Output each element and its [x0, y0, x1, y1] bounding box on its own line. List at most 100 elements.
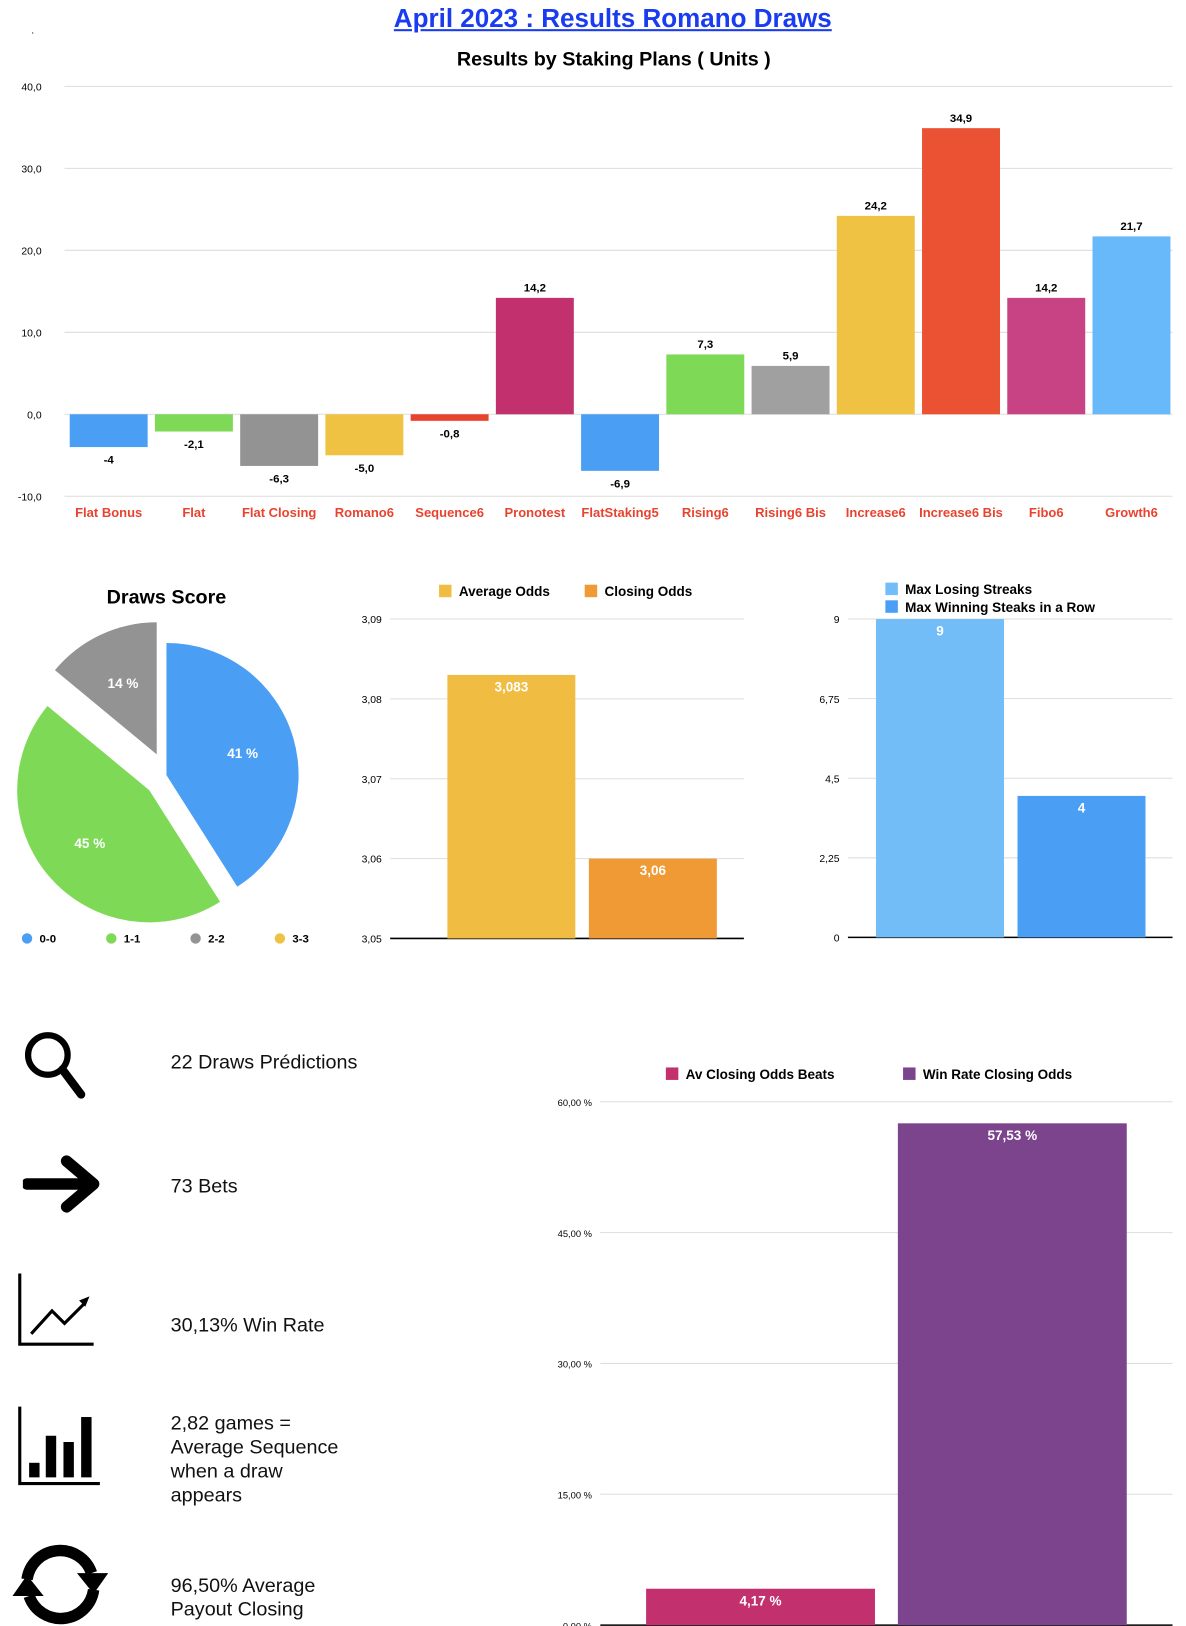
category-label: Fibo6	[1029, 505, 1064, 520]
closing-odds-chart: 0,00 % 15,00 % 30,00 % 45,00 % 60,00 % 4,17 %…	[558, 1067, 1173, 1626]
y-tick-label: -10,0	[18, 492, 42, 503]
category-label: Increase6 Bis	[919, 505, 1003, 520]
stat-predictions: 22 Draws Prédictions	[170, 1051, 358, 1074]
legend-label: 0-0	[40, 934, 57, 946]
staking-plans-chart: Results by Staking Plans ( Units ) -10,0 0…	[18, 49, 1173, 520]
legend-marker	[903, 1067, 916, 1080]
category-label: Sequence6	[415, 505, 484, 520]
chart-title: Results by Staking Plans ( Units )	[457, 49, 771, 71]
category-label: Pronotest	[505, 505, 566, 520]
legend-label: 3-3	[292, 934, 309, 946]
data-label: 7,3	[697, 339, 713, 351]
legend-label: Win Rate Closing Odds	[923, 1067, 1072, 1082]
stat-average-sequence: 2,82 games = Average Sequence when a dra…	[170, 1412, 339, 1507]
y-tick-label: 6,75	[819, 695, 839, 706]
legend-marker	[106, 933, 117, 944]
bar-chart-icon	[18, 1406, 100, 1486]
y-tick-label: 0,00 %	[563, 1621, 592, 1626]
y-tick-label: 3,06	[362, 855, 382, 866]
y-tick-label: 20,0	[21, 246, 41, 257]
bar-growth6	[1092, 236, 1171, 415]
y-tick-label: 9	[834, 615, 840, 626]
bar-flat	[154, 414, 233, 432]
bar-closing-odds	[588, 858, 717, 939]
pie-slice-0-0	[166, 642, 299, 887]
stat-average-payout: 96,50% Average Payout Closing	[170, 1575, 316, 1621]
y-tick-label: 3,05	[362, 935, 382, 946]
legend-marker	[439, 584, 452, 598]
y-tick-label: 40,0	[21, 83, 41, 94]
bar-flat-bonus	[69, 414, 148, 448]
category-label: Flat Bonus	[75, 505, 142, 520]
data-label: 14,2	[524, 283, 546, 295]
bar-romano6	[325, 414, 404, 456]
bar-av-closing-odds-beats	[646, 1588, 875, 1626]
pie-slice-2-2	[54, 622, 157, 755]
legend-label: Max Losing Streaks	[905, 582, 1032, 597]
y-tick-label: 3,07	[362, 775, 382, 786]
category-label: Flat	[182, 505, 206, 520]
bar-fibo6	[1007, 297, 1086, 415]
data-label: 24,2	[865, 201, 887, 213]
category-label: FlatStaking5	[581, 505, 658, 520]
bar-pronotest	[495, 297, 574, 415]
legend-label: 2-2	[208, 934, 225, 946]
bar-flat-closing	[240, 414, 319, 466]
data-label: -2,1	[184, 439, 204, 451]
y-tick-label: 60,00 %	[558, 1098, 592, 1108]
data-label: 34,9	[950, 113, 972, 125]
bar-rising6-bis	[751, 365, 830, 415]
data-label: 14,2	[1035, 283, 1057, 295]
data-label: -0,8	[440, 428, 460, 440]
data-label: 3,06	[640, 863, 667, 878]
odds-chart: 3,05 3,06 3,07 3,08 3,09 3,083 Average Odds 3,0…	[362, 584, 744, 946]
page-title[interactable]: April 2023 : Results Romano Draws	[393, 4, 832, 34]
legend-marker	[885, 600, 898, 613]
bar-sequence6	[410, 414, 489, 421]
y-tick-label: 45,00 %	[558, 1229, 592, 1239]
trend-chart-icon	[18, 1273, 94, 1346]
y-tick-label: 30,00 %	[558, 1360, 592, 1370]
slice-label: 41 %	[227, 746, 258, 761]
legend-label: Av Closing Odds Beats	[686, 1067, 835, 1082]
stat-win-rate: 30,13% Win Rate	[170, 1315, 325, 1337]
y-tick-label: 2,25	[819, 854, 839, 865]
bar-flatstaking5	[581, 414, 660, 471]
category-label: Increase6	[846, 505, 906, 520]
bar-win-rate-closing-odds	[897, 1123, 1127, 1626]
y-tick-label: 15,00 %	[558, 1490, 592, 1500]
data-label: 3,083	[494, 680, 528, 695]
data-label: -4	[104, 455, 115, 467]
category-label: Rising6	[682, 505, 729, 520]
data-label: -5,0	[355, 463, 375, 475]
category-label: Rising6 Bis	[755, 505, 826, 520]
data-label: 4	[1078, 801, 1086, 816]
arrow-right-icon	[22, 1155, 100, 1213]
legend-label: Closing Odds	[604, 584, 692, 599]
bar-increase6-bis	[922, 128, 1000, 415]
legend-label: Average Odds	[459, 584, 550, 599]
data-label: -6,3	[269, 474, 289, 486]
data-label: 21,7	[1120, 221, 1142, 233]
category-label: Growth6	[1105, 505, 1158, 520]
pie-slice-1-1	[17, 706, 221, 923]
data-label: 9	[936, 624, 944, 639]
stat-bets: 73 Bets	[170, 1175, 238, 1198]
legend-marker	[665, 1067, 679, 1080]
y-tick-label: 0	[834, 934, 840, 945]
bar-average-odds	[447, 674, 576, 939]
refresh-icon	[12, 1544, 109, 1625]
legend-marker	[584, 584, 598, 598]
y-tick-label: 30,0	[21, 164, 41, 175]
y-tick-label: 4,5	[825, 774, 840, 785]
legend-marker	[21, 933, 33, 944]
dot-mark: .	[31, 24, 35, 37]
y-tick-label: 3,09	[362, 615, 382, 626]
data-label: 5,9	[783, 351, 799, 363]
bar-increase6	[836, 215, 915, 415]
data-label: 57,53 %	[988, 1128, 1038, 1143]
legend-marker	[274, 933, 286, 944]
bar-rising6	[666, 354, 745, 415]
category-label: Romano6	[335, 505, 394, 520]
